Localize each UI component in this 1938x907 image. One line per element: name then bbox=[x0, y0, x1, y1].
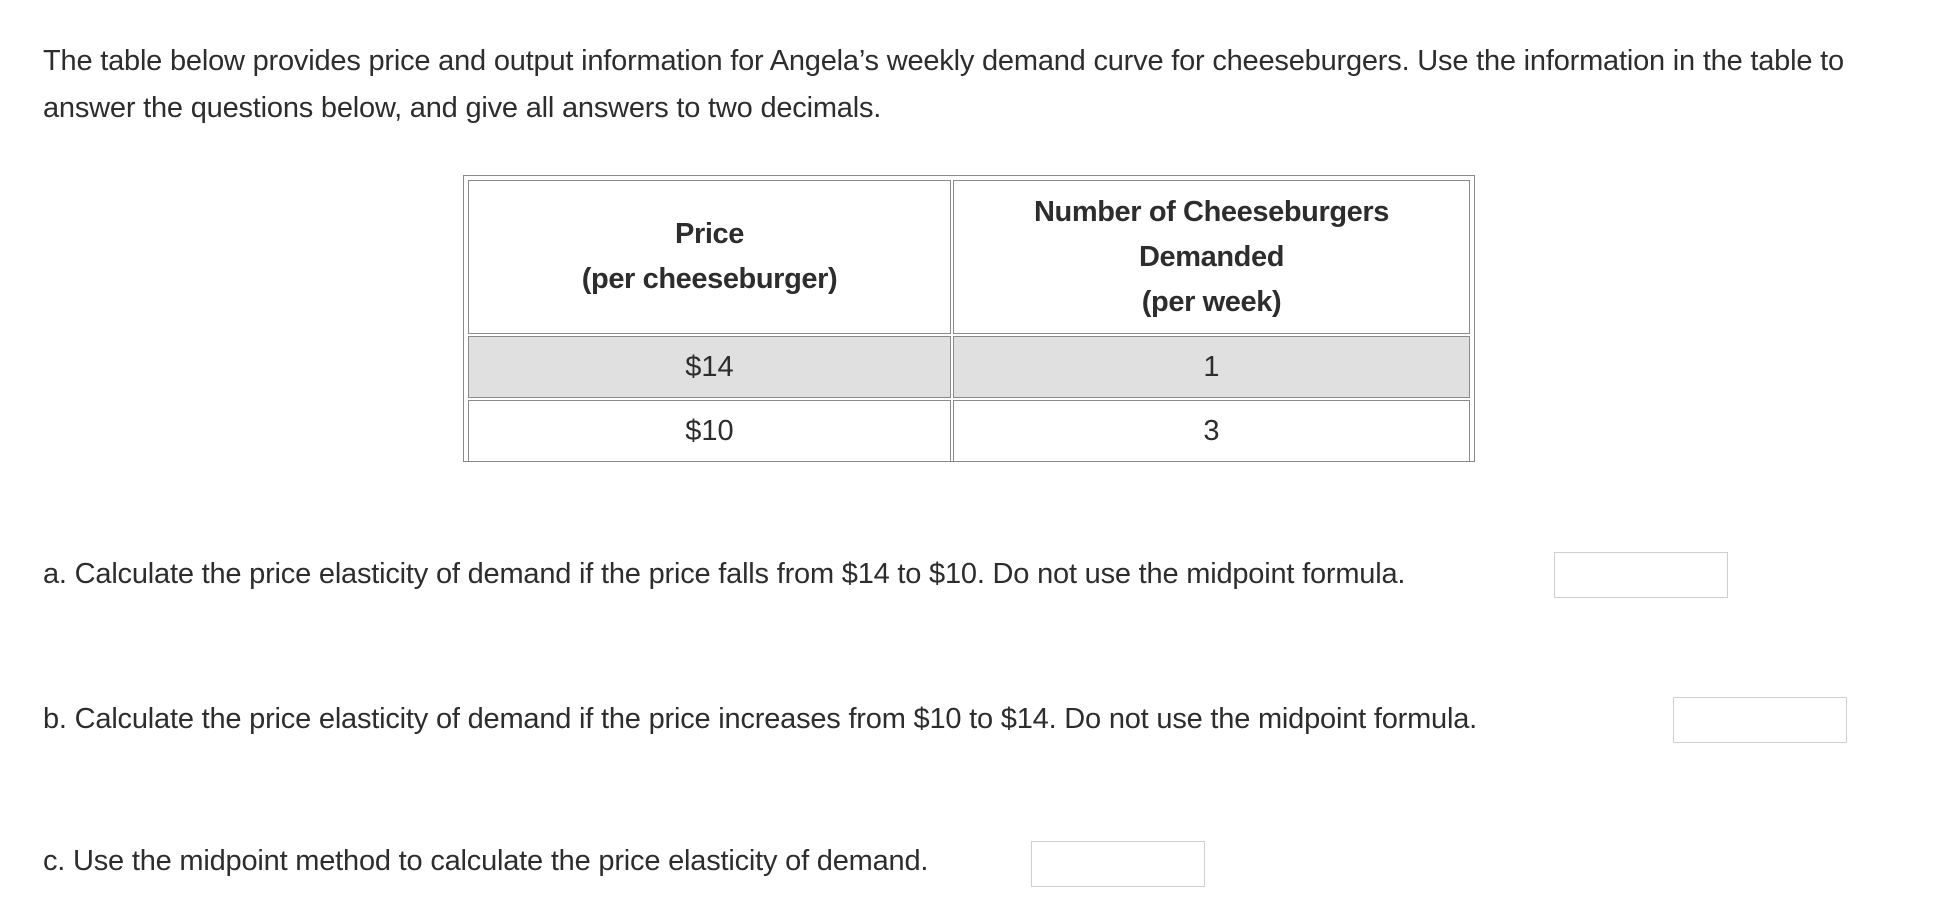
quantity-cell: 3 bbox=[953, 400, 1470, 462]
table-row: $14 1 bbox=[468, 336, 1470, 398]
question-a-text: a. Calculate the price elasticity of dem… bbox=[43, 558, 1406, 590]
demand-table: Price (per cheeseburger) Number of Chees… bbox=[466, 178, 1472, 464]
header-line: (per cheeseburger) bbox=[581, 263, 838, 295]
demand-table-frame: Price (per cheeseburger) Number of Chees… bbox=[463, 175, 1475, 462]
answer-c-input[interactable] bbox=[1031, 841, 1205, 887]
answer-b-input[interactable] bbox=[1673, 697, 1847, 743]
quantity-cell: 1 bbox=[953, 336, 1470, 398]
question-c-text: c. Use the midpoint method to calculate … bbox=[43, 845, 929, 877]
header-line: (per week) bbox=[1141, 285, 1282, 318]
intro-paragraph: The table below provides price and outpu… bbox=[43, 45, 1844, 124]
table-header-row: Price (per cheeseburger) Number of Chees… bbox=[468, 180, 1470, 334]
table-row: $10 3 bbox=[468, 400, 1470, 462]
header-line: Price bbox=[675, 218, 744, 250]
price-column-header: Price (per cheeseburger) bbox=[468, 180, 951, 334]
question-b-text: b. Calculate the price elasticity of dem… bbox=[43, 703, 1478, 735]
quantity-column-header: Number of Cheeseburgers Demanded (per we… bbox=[953, 180, 1470, 334]
answer-a-input[interactable] bbox=[1554, 552, 1728, 598]
header-line: Demanded bbox=[1138, 240, 1285, 273]
header-line: Number of Cheeseburgers bbox=[1034, 195, 1389, 228]
price-cell: $14 bbox=[468, 336, 951, 398]
price-cell: $10 bbox=[468, 400, 951, 462]
